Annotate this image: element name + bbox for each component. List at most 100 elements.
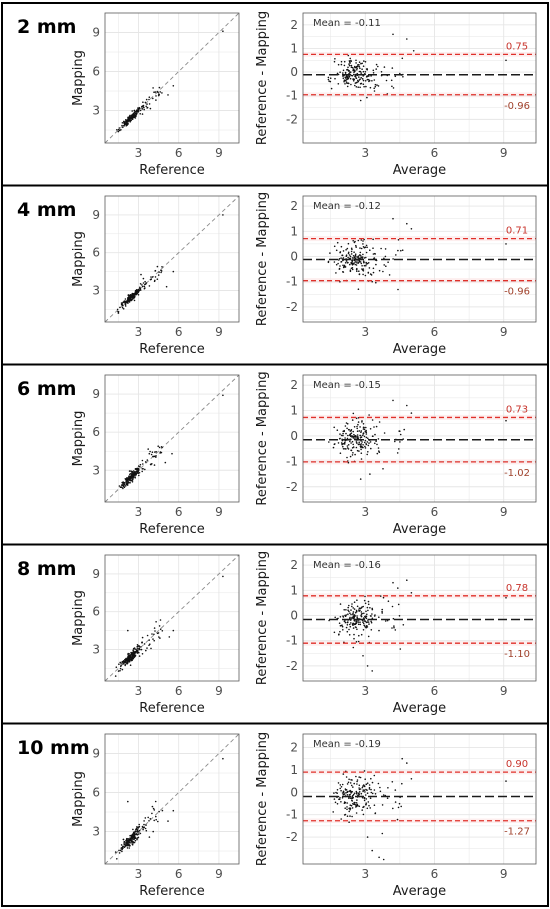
- scatter-point: [132, 657, 135, 660]
- ba-point: [340, 789, 342, 792]
- scatter-point: [129, 841, 131, 844]
- scatter-point: [128, 475, 130, 477]
- ba-point: [335, 272, 337, 274]
- ba-point: [355, 620, 358, 622]
- ba-point: [369, 86, 372, 89]
- ba-point: [336, 803, 339, 805]
- ba-point: [387, 787, 389, 789]
- ba-point: [345, 81, 348, 83]
- scatter-point: [138, 823, 140, 826]
- ba-point: [364, 791, 366, 793]
- ba-point: [346, 794, 349, 796]
- ba-point: [365, 798, 368, 800]
- ba-point: [350, 797, 353, 799]
- scatter-point: [154, 279, 156, 282]
- ba-point: [342, 445, 344, 448]
- ba-point: [354, 437, 356, 439]
- ba-point: [394, 75, 397, 78]
- scatter-point: [121, 668, 124, 671]
- scatter-point: [135, 827, 138, 830]
- ba-point: [348, 797, 350, 800]
- ba-point: [392, 807, 394, 810]
- ba-point: [352, 794, 354, 797]
- ba-point: [355, 609, 358, 612]
- ba-y-tick-label: 1: [290, 41, 298, 55]
- ba-y-axis-title: Reference - Mapping: [255, 11, 270, 145]
- scatter-point: [165, 285, 168, 288]
- ba-point: [358, 776, 361, 778]
- scatter-point: [124, 303, 127, 306]
- ba-point: [376, 84, 378, 86]
- ba-point: [357, 621, 360, 623]
- ba-point: [355, 246, 358, 248]
- scatter-point: [135, 291, 138, 294]
- ba-point: [356, 599, 358, 601]
- scatter-point: [141, 470, 143, 473]
- scatter-point: [117, 670, 120, 672]
- ba-point: [362, 629, 365, 631]
- ba-point: [354, 261, 357, 263]
- ba-point: [369, 607, 371, 609]
- scatter-point: [126, 477, 128, 479]
- ba-point: [332, 446, 335, 449]
- scatter-point: [125, 659, 127, 661]
- scatter-point: [121, 306, 124, 309]
- ba-point: [346, 247, 349, 250]
- ba-point: [355, 793, 358, 795]
- ba-point: [358, 787, 360, 789]
- ba-point: [367, 600, 370, 603]
- scatter-point: [123, 300, 126, 303]
- ba-point: [353, 426, 356, 428]
- ba-y-tick-label: 1: [290, 224, 298, 238]
- ba-point: [333, 792, 335, 794]
- ba-point: [343, 802, 346, 804]
- ba-point: [343, 442, 346, 445]
- scatter-point: [133, 837, 135, 839]
- ba-point: [354, 253, 357, 255]
- scatter-point: [144, 280, 146, 283]
- ba-point: [343, 64, 346, 67]
- ba-point: [361, 78, 364, 80]
- ba-point: [357, 640, 360, 643]
- ba-point: [505, 243, 507, 245]
- scatter-point: [131, 837, 134, 839]
- ba-point: [358, 430, 361, 432]
- ba-point: [339, 797, 341, 799]
- panel-row-3: 8 mm 3 3 6 6 9 9 Reference Mapping Mean = -0.16 0.…: [17, 551, 537, 716]
- ba-point: [354, 615, 357, 617]
- ba-y-tick-label: 2: [290, 199, 298, 213]
- scatter-point: [123, 842, 125, 844]
- scatter-point: [127, 294, 130, 297]
- scatter-point: [132, 647, 135, 650]
- ba-point: [330, 87, 333, 90]
- ba-point: [353, 601, 356, 603]
- ba-point: [353, 608, 356, 610]
- ba-point: [363, 264, 366, 267]
- ba-point: [374, 442, 376, 445]
- ba-point: [344, 71, 347, 74]
- scatter-point: [154, 276, 157, 278]
- scatter-point: [136, 292, 138, 295]
- scatter-point: [157, 94, 160, 97]
- ba-point: [341, 783, 344, 786]
- ba-point: [351, 436, 353, 438]
- ba-point: [354, 435, 356, 437]
- scatter-point: [132, 832, 134, 835]
- ba-point: [352, 263, 354, 265]
- ba-point: [370, 620, 372, 623]
- ba-point: [352, 627, 355, 629]
- ba-point: [341, 797, 344, 799]
- ba-point: [350, 253, 353, 255]
- ba-point: [353, 435, 355, 438]
- ba-point: [383, 257, 385, 260]
- ba-point: [392, 581, 394, 584]
- ba-point: [345, 614, 348, 616]
- ba-point: [505, 419, 507, 422]
- scatter-point: [131, 471, 134, 473]
- scatter-y-tick-label: 3: [92, 104, 100, 118]
- scatter-point: [128, 481, 130, 484]
- ba-point: [355, 264, 358, 266]
- scatter-point: [156, 90, 159, 93]
- scatter-point: [129, 121, 131, 123]
- ba-point: [400, 249, 402, 252]
